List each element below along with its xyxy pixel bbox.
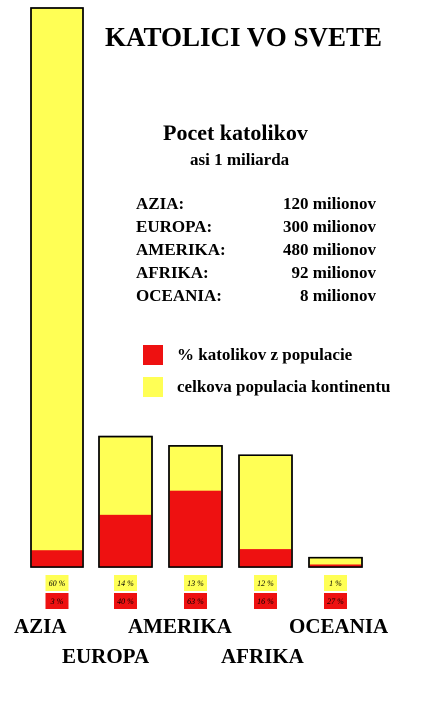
bar-outline-europa — [98, 435, 153, 568]
legend-label: celkova populacia kontinentu — [177, 376, 391, 396]
stat-count: 120 milionov — [282, 194, 376, 213]
legend-swatch-red — [143, 344, 163, 365]
catholic-share-label-amerika: 63 % — [187, 597, 204, 606]
stat-count: 300 milionov — [282, 217, 376, 236]
x-label-afrika: AFRIKA — [221, 644, 304, 668]
stat-continent: AMERIKA: — [136, 240, 226, 259]
population-share-box-europa — [114, 575, 137, 591]
bar-catholic-afrika — [239, 549, 292, 567]
catholic-share-box-amerika — [184, 593, 207, 609]
population-share-box-afrika — [254, 575, 277, 591]
bar-catholic-azia — [31, 550, 83, 567]
legend-item-population: celkova populacia kontinentu — [143, 374, 391, 399]
legend-label: % katolikov z populacie — [177, 344, 353, 364]
stat-row-azia: AZIA: 120 milionov — [136, 194, 376, 217]
population-share-box-azia — [45, 575, 69, 591]
bar-outline-amerika — [168, 445, 223, 568]
bar-catholic-amerika — [169, 490, 222, 567]
stat-row-europa: EUROPA: 300 milionov — [136, 217, 376, 240]
chart-subtitle-total: asi 1 miliarda — [190, 150, 290, 169]
stat-continent: OCEANIA: — [136, 286, 222, 305]
catholic-share-label-azia: 3 % — [50, 597, 64, 606]
catholic-share-box-europa — [114, 593, 137, 609]
catholic-share-label-oceania: 27 % — [327, 597, 344, 606]
legend: % katolikov z populacie celkova populaci… — [143, 342, 391, 406]
chart-subtitle: Pocet katolikov — [163, 120, 308, 145]
legend-swatch-yellow — [143, 376, 163, 397]
stat-count: 480 milionov — [282, 240, 376, 259]
stat-continent: EUROPA: — [136, 217, 213, 236]
bar-outline-azia — [30, 7, 84, 568]
legend-item-catholic: % katolikov z populacie — [143, 342, 391, 367]
x-label-oceania: OCEANIA — [289, 614, 389, 638]
stat-row-oceania: OCEANIA: 8 milionov — [136, 286, 376, 309]
stat-count: 8 milionov — [299, 286, 376, 305]
population-share-box-oceania — [324, 575, 347, 591]
stat-continent: AFRIKA: — [136, 263, 209, 282]
population-share-label-afrika: 12 % — [257, 579, 274, 588]
x-label-amerika: AMERIKA — [128, 614, 232, 638]
population-share-label-azia: 60 % — [49, 579, 66, 588]
x-label-azia: AZIA — [14, 614, 67, 638]
catholic-share-box-azia — [45, 593, 69, 609]
catholic-share-label-europa: 40 % — [117, 597, 134, 606]
x-label-europa: EUROPA — [62, 644, 150, 668]
chart-title: KATOLICI VO SVETE — [105, 22, 383, 52]
stat-row-amerika: AMERIKA: 480 milionov — [136, 240, 376, 263]
stat-continent: AZIA: — [136, 194, 185, 213]
bar-catholic-oceania — [309, 564, 362, 567]
stat-row-afrika: AFRIKA: 92 milionov — [136, 263, 376, 286]
population-share-label-oceania: 1 % — [329, 579, 342, 588]
catholic-share-box-oceania — [324, 593, 347, 609]
population-share-label-europa: 14 % — [117, 579, 134, 588]
catholic-share-label-afrika: 16 % — [257, 597, 274, 606]
bar-outline-oceania — [308, 556, 363, 568]
population-share-label-amerika: 13 % — [187, 579, 204, 588]
catholic-count-list: AZIA: 120 milionov EUROPA: 300 milionov … — [136, 194, 376, 309]
population-share-box-amerika — [184, 575, 207, 591]
bar-outline-afrika — [238, 454, 293, 568]
bar-population-azia — [30, 7, 84, 568]
stat-count: 92 milionov — [291, 263, 376, 282]
bar-catholic-europa — [99, 514, 152, 567]
catholic-share-box-afrika — [254, 593, 277, 609]
